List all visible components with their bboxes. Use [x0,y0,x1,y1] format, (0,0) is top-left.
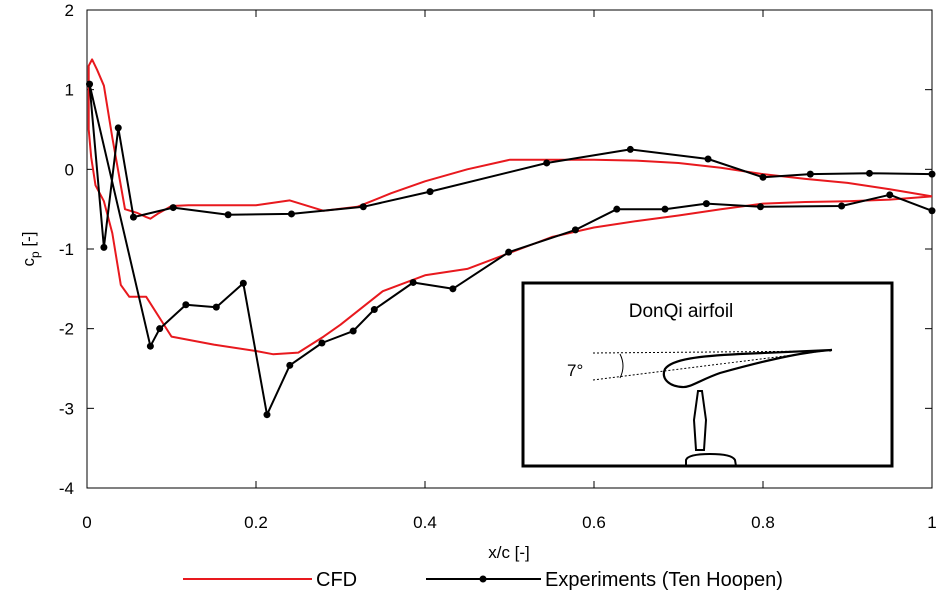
data-point-experiments [86,80,94,88]
data-point-experiments [263,411,271,419]
data-point-experiments [349,327,357,335]
y-axis-label-main: c [19,258,38,267]
data-point-experiments [370,306,378,314]
data-point-experiments [359,203,367,211]
data-point-experiments [702,200,710,208]
y-axis-label: cp [-] [19,231,42,266]
y-axis-label-subscript: p [28,251,42,258]
airfoil-support-strut [692,390,708,451]
data-point-experiments [224,211,232,219]
data-point-experiments [865,169,873,177]
y-tick-label: 1 [65,81,74,100]
data-point-experiments [661,205,669,213]
data-point-experiments [928,170,936,178]
chord-line [592,349,833,381]
x-tick-label: 0.4 [413,513,437,532]
series-layer [86,58,936,419]
data-point-experiments [886,191,894,199]
airfoil-outline [662,348,833,389]
angle-arc [619,353,624,379]
data-point-experiments [704,155,712,163]
inset-title: DonQi airfoil [629,301,734,322]
data-point-experiments [156,325,164,333]
data-point-experiments [449,285,457,293]
y-tick-label: -1 [59,240,74,259]
inset-panel: DonQi airfoil 7° [521,281,894,468]
x-tick-label: 0.8 [751,513,775,532]
y-axis-ticks: 2 1 0 -1 -2 -3 -4 [59,1,932,498]
y-tick-label: -2 [59,320,74,339]
legend: CFD Experiments (Ten Hoopen) [183,569,783,591]
data-point-experiments [928,207,936,215]
data-point-experiments [114,124,122,132]
data-point-experiments [756,203,764,211]
y-tick-label: -4 [59,479,74,498]
data-point-experiments [239,279,247,287]
data-point-experiments [838,202,846,210]
data-point-experiments [287,210,295,218]
airfoil-support-base [685,452,737,467]
y-tick-label: 2 [65,1,74,20]
x-tick-label: 0.6 [582,513,606,532]
data-point-experiments [626,145,634,153]
x-tick-label: 1 [927,513,936,532]
data-point-experiments [182,301,190,309]
data-point-experiments [613,205,621,213]
data-point-experiments [759,173,767,181]
data-point-experiments [426,188,434,196]
inset-frame [521,281,894,468]
data-point-experiments [212,303,220,311]
x-axis-ticks: 0 0.2 0.4 0.6 0.8 1 [82,10,936,532]
y-tick-label: -3 [59,399,74,418]
x-tick-label: 0.2 [244,513,268,532]
data-point-experiments [505,248,513,256]
data-point-experiments [129,213,137,221]
y-tick-label: 0 [65,160,74,179]
data-point-experiments [100,243,108,251]
data-point-experiments [169,204,177,212]
data-point-experiments [146,342,154,350]
legend-marker-experiments [479,575,487,583]
y-axis-label-suffix: [-] [19,231,38,251]
angle-label: 7° [567,361,583,380]
x-tick-label: 0 [82,513,91,532]
legend-label-experiments: Experiments (Ten Hoopen) [545,569,783,591]
data-point-experiments [318,339,326,347]
legend-label-cfd: CFD [316,569,357,591]
data-point-experiments [806,170,814,178]
data-point-experiments [409,278,417,286]
data-point-experiments [543,159,551,167]
x-axis-label: x/c [-] [488,543,530,562]
data-point-experiments [571,226,579,234]
data-point-experiments [286,361,294,369]
